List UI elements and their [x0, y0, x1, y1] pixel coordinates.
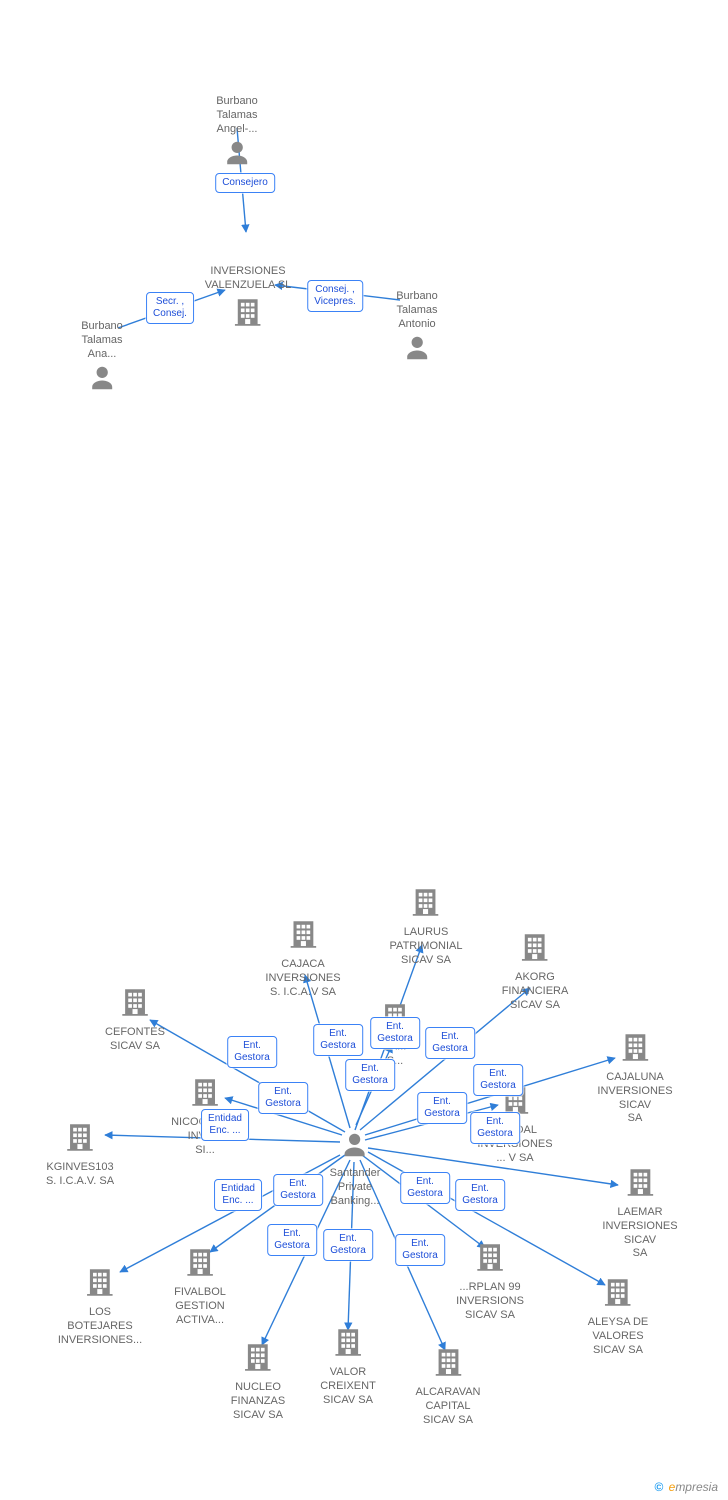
edge-label[interactable]: Entidad Enc. ...: [201, 1109, 249, 1141]
company-node[interactable]: CEFONTES SICAV SA: [105, 985, 165, 1054]
node-label: FIVALBOL GESTION ACTIVA...: [174, 1286, 226, 1327]
node-label: CAJALUNA INVERSIONES SICAV SA: [597, 1071, 672, 1126]
building-icon: [58, 1265, 142, 1304]
building-icon: [390, 885, 463, 924]
company-node[interactable]: ALCARAVAN CAPITAL SICAV SA: [415, 1345, 480, 1427]
node-label: INVERSIONES VALENZUELA SL: [205, 265, 292, 293]
edge-label[interactable]: Ent. Gestora: [313, 1024, 363, 1056]
person-node[interactable]: Burbano Talamas Ana...: [81, 320, 123, 398]
edge-label[interactable]: Ent. Gestora: [425, 1027, 475, 1059]
company-node[interactable]: INVERSIONES VALENZUELA SL: [205, 265, 292, 334]
building-icon: [602, 1165, 677, 1204]
edge-label[interactable]: Ent. Gestora: [370, 1017, 420, 1049]
person-icon: [81, 363, 123, 398]
edge-label[interactable]: Ent. Gestora: [345, 1059, 395, 1091]
node-label: Burbano Talamas Ana...: [81, 320, 123, 361]
person-node[interactable]: Burbano Talamas Antonio: [396, 290, 438, 368]
node-label: Burbano Talamas Antonio: [396, 290, 438, 331]
person-node[interactable]: Burbano Talamas Angel-...: [216, 95, 258, 173]
node-label: AKORG FINANCIERA SICAV SA: [502, 971, 569, 1012]
edge-label[interactable]: Ent. Gestora: [273, 1174, 323, 1206]
building-icon: [46, 1120, 114, 1159]
company-node[interactable]: ...RPLAN 99 INVERSIONS SICAV SA: [456, 1240, 524, 1322]
person-icon: [216, 138, 258, 173]
node-label: VALOR CREIXENT SICAV SA: [320, 1366, 376, 1407]
watermark: © empresia: [654, 1480, 718, 1494]
node-label: ALCARAVAN CAPITAL SICAV SA: [415, 1386, 480, 1427]
company-node[interactable]: LAURUS PATRIMONIAL SICAV SA: [390, 885, 463, 967]
building-icon: [588, 1275, 649, 1314]
node-label: CEFONTES SICAV SA: [105, 1026, 165, 1054]
person-icon: [396, 333, 438, 368]
edge-label[interactable]: Ent. Gestora: [473, 1064, 523, 1096]
building-icon: [320, 1325, 376, 1364]
edge-label[interactable]: Ent. Gestora: [470, 1112, 520, 1144]
edge-label[interactable]: Consej. , Vicepres.: [307, 280, 363, 312]
node-label: NUCLEO FINANZAS SICAV SA: [231, 1381, 285, 1422]
node-label: KGINVES103 S. I.C.A.V. SA: [46, 1161, 114, 1189]
company-node[interactable]: VALOR CREIXENT SICAV SA: [320, 1325, 376, 1407]
node-label: Santander Private Banking...: [330, 1167, 381, 1208]
diagram-canvas: Burbano Talamas Angel-... Burbano Talama…: [0, 0, 728, 1500]
company-node[interactable]: NUCLEO FINANZAS SICAV SA: [231, 1340, 285, 1422]
edge-label[interactable]: Ent. Gestora: [455, 1179, 505, 1211]
node-label: ALEYSA DE VALORES SICAV SA: [588, 1316, 649, 1357]
building-icon: [502, 930, 569, 969]
building-icon: [456, 1240, 524, 1279]
company-node[interactable]: LOS BOTEJARES INVERSIONES...: [58, 1265, 142, 1347]
person-icon: [330, 1130, 381, 1165]
company-node[interactable]: ALEYSA DE VALORES SICAV SA: [588, 1275, 649, 1357]
building-icon: [174, 1245, 226, 1284]
company-node[interactable]: FIVALBOL GESTION ACTIVA...: [174, 1245, 226, 1327]
node-label: ...RPLAN 99 INVERSIONS SICAV SA: [456, 1281, 524, 1322]
edge-label[interactable]: Ent. Gestora: [258, 1082, 308, 1114]
building-icon: [205, 295, 292, 334]
edge-label[interactable]: Consejero: [215, 173, 275, 193]
building-icon: [597, 1030, 672, 1069]
edge-label[interactable]: Ent. Gestora: [267, 1224, 317, 1256]
building-icon: [265, 917, 340, 956]
node-label: CAJACA INVERSIONES S. I.C.A.V SA: [265, 958, 340, 999]
node-label: Burbano Talamas Angel-...: [216, 95, 258, 136]
person-node[interactable]: Santander Private Banking...: [330, 1130, 381, 1208]
company-node[interactable]: LAEMAR INVERSIONES SICAV SA: [602, 1165, 677, 1261]
building-icon: [415, 1345, 480, 1384]
brand-rest: mpresia: [675, 1480, 718, 1494]
edge-label[interactable]: Secr. , Consej.: [146, 292, 194, 324]
node-label: LOS BOTEJARES INVERSIONES...: [58, 1306, 142, 1347]
company-node[interactable]: AKORG FINANCIERA SICAV SA: [502, 930, 569, 1012]
edge-label[interactable]: Entidad Enc. ...: [214, 1179, 262, 1211]
company-node[interactable]: KGINVES103 S. I.C.A.V. SA: [46, 1120, 114, 1189]
edge-label[interactable]: Ent. Gestora: [417, 1092, 467, 1124]
edge-label[interactable]: Ent. Gestora: [227, 1036, 277, 1068]
node-label: LAEMAR INVERSIONES SICAV SA: [602, 1206, 677, 1261]
edge-label[interactable]: Ent. Gestora: [395, 1234, 445, 1266]
node-label: LAURUS PATRIMONIAL SICAV SA: [390, 926, 463, 967]
company-node[interactable]: CAJACA INVERSIONES S. I.C.A.V SA: [265, 917, 340, 999]
building-icon: [105, 985, 165, 1024]
company-node[interactable]: CAJALUNA INVERSIONES SICAV SA: [597, 1030, 672, 1126]
edge-label[interactable]: Ent. Gestora: [400, 1172, 450, 1204]
copyright-symbol: ©: [654, 1480, 663, 1494]
building-icon: [231, 1340, 285, 1379]
edge-label[interactable]: Ent. Gestora: [323, 1229, 373, 1261]
